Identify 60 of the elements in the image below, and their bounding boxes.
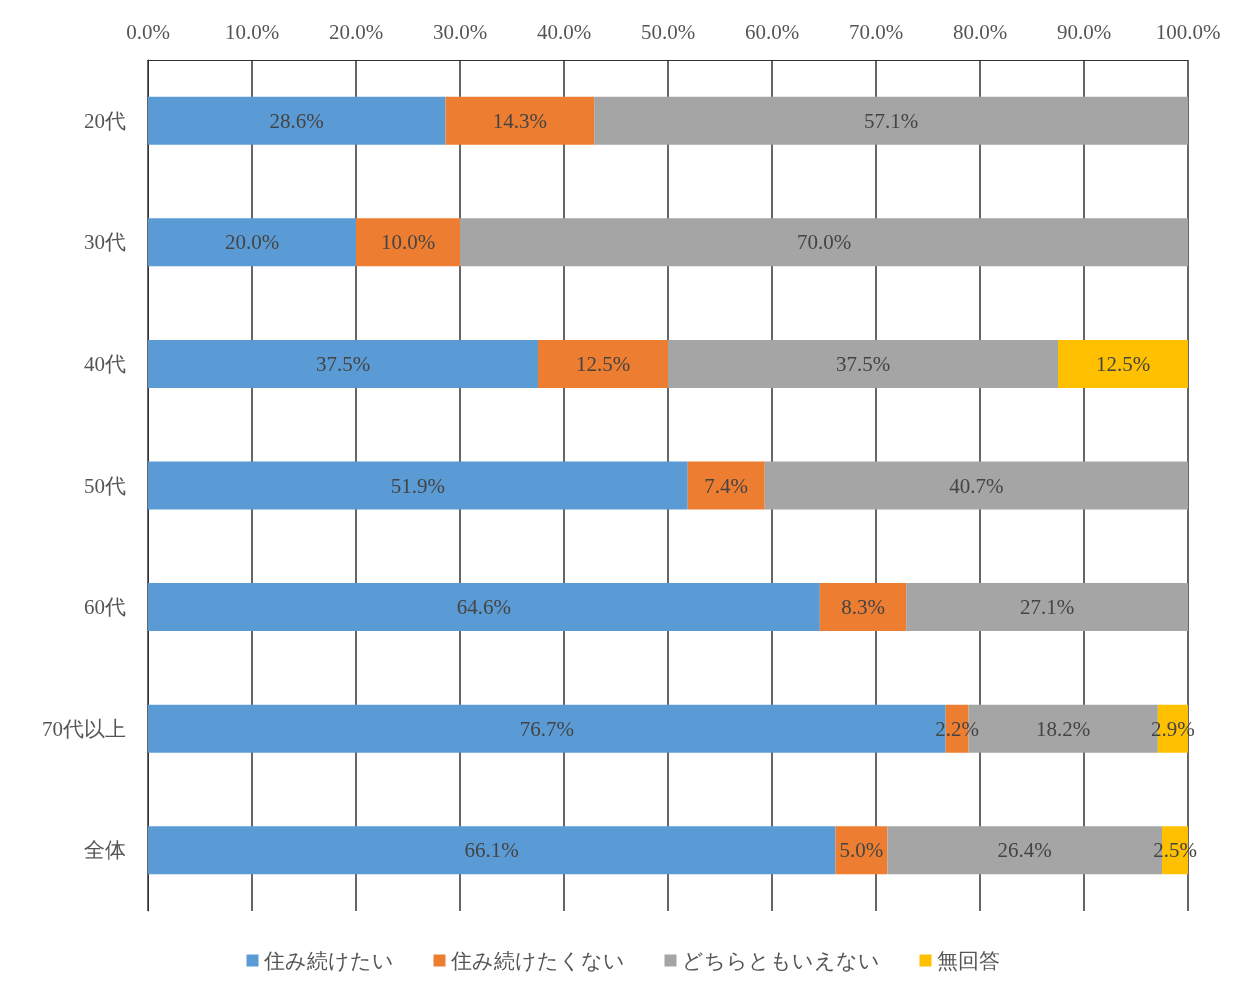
data-label: 26.4%	[997, 838, 1052, 863]
x-tick-label: 50.0%	[640, 19, 696, 44]
bar	[668, 339, 1058, 388]
data-label: 27.1%	[1019, 595, 1075, 620]
bar	[764, 461, 1188, 510]
bar	[356, 218, 460, 267]
x-tick-label: 40.0%	[536, 19, 592, 44]
bar	[148, 339, 538, 388]
y-tick-label: 60代	[84, 595, 126, 620]
bar	[906, 583, 1188, 632]
x-tick-label: 70.0%	[848, 19, 904, 44]
data-label: 70.0%	[796, 230, 852, 255]
x-tick-label: 30.0%	[432, 19, 488, 44]
legend-label: どちらともいえない	[681, 948, 880, 973]
y-tick-label: 70代以上	[42, 716, 126, 741]
data-label: 37.5%	[835, 351, 891, 376]
data-label: 51.9%	[390, 473, 446, 498]
x-tick-label: 90.0%	[1056, 19, 1112, 44]
data-label: 18.2%	[1036, 716, 1091, 741]
data-label: 8.3%	[841, 595, 885, 620]
data-label: 57.1%	[863, 108, 919, 133]
x-tick-label: 10.0%	[224, 19, 280, 44]
data-label: 14.3%	[492, 108, 547, 133]
legend-label: 無回答	[936, 948, 1000, 973]
bar	[687, 461, 765, 510]
x-tick-label: 20.0%	[328, 19, 384, 44]
bar	[1058, 339, 1188, 388]
bar	[148, 583, 820, 632]
x-tick-label: 0.0%	[126, 19, 170, 44]
bar	[148, 96, 446, 145]
legend-label: 住み続けたくない	[449, 948, 625, 973]
y-tick-label: 30代	[84, 230, 126, 255]
y-tick-label: 40代	[84, 351, 126, 376]
bar	[445, 96, 595, 145]
x-tick-label: 60.0%	[744, 19, 800, 44]
data-label: 10.0%	[380, 230, 436, 255]
data-label: 37.5%	[315, 351, 371, 376]
data-label: 40.7%	[949, 473, 1004, 498]
bar	[538, 339, 668, 388]
data-label: 66.1%	[464, 838, 519, 863]
x-tick-label: 80.0%	[952, 19, 1008, 44]
y-tick-label: 全体	[84, 838, 126, 863]
data-label: 28.6%	[269, 108, 324, 133]
bar	[460, 218, 1188, 267]
bar	[819, 583, 907, 632]
bar	[148, 218, 356, 267]
y-tick-label: 20代	[84, 108, 126, 133]
x-tick-label: 100.0%	[1155, 19, 1221, 44]
data-label: 7.4%	[704, 473, 749, 498]
data-label: 20.0%	[224, 230, 280, 255]
bar	[594, 96, 1188, 145]
bar	[148, 826, 836, 875]
data-label: 12.5%	[575, 351, 631, 376]
data-label: 64.6%	[456, 595, 512, 620]
data-label: 76.7%	[519, 716, 574, 741]
legend-label: 住み続けたい	[262, 948, 394, 973]
data-label: 12.5%	[1095, 351, 1151, 376]
y-tick-label: 50代	[84, 473, 126, 498]
data-label: 5.0%	[839, 838, 884, 863]
bar	[148, 461, 688, 510]
